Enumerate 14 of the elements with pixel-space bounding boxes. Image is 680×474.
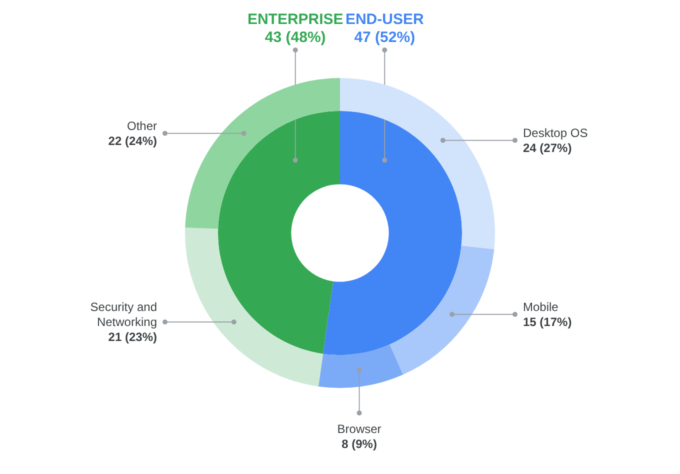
data-label: 22 (24%) [108,134,157,148]
data-label: 43 (48%) [264,29,326,46]
slice-label: ENTERPRISE [247,11,344,28]
slice-label: Security and Networking [90,300,157,330]
slice-label: Desktop OS [523,126,588,140]
slice-label: Browser [337,422,382,436]
slice-label: END-USER [345,11,424,28]
slice-label: Mobile [523,300,559,314]
data-label: 8 (9%) [342,437,377,451]
data-label: 21 (23%) [108,330,157,344]
slice-label: Other [126,118,157,133]
data-label: 24 (27%) [523,140,572,155]
data-label: 15 (17%) [523,314,572,329]
data-label: 47 (52%) [354,29,416,46]
